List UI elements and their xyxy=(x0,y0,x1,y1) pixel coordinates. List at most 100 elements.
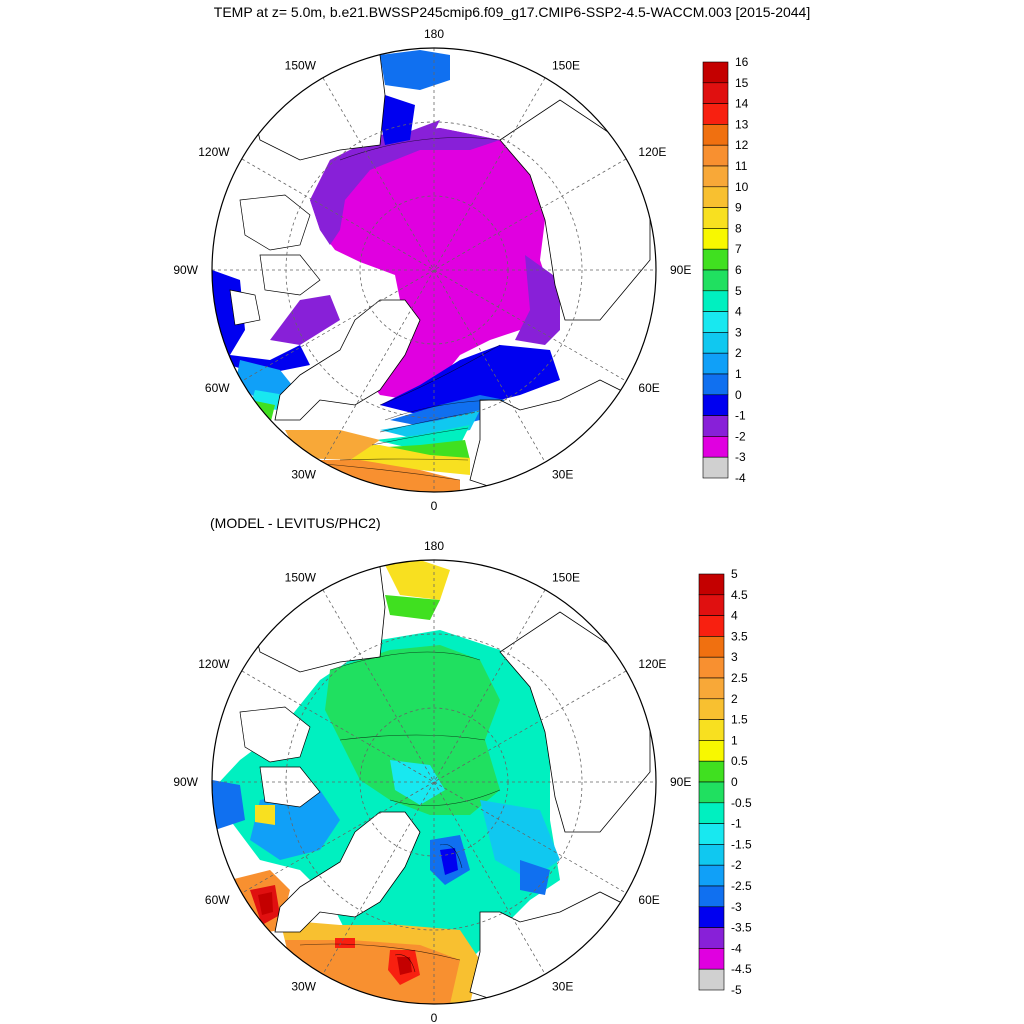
colorbar-tick-label: 1 xyxy=(735,367,742,381)
colorbar-swatch xyxy=(698,802,725,824)
minus-one-zone xyxy=(310,128,500,245)
colorbar-tick-label: 9 xyxy=(735,201,742,215)
colorbar-tick-label: 14 xyxy=(735,97,749,111)
colorbar-swatch xyxy=(698,906,725,928)
colorbar-swatch xyxy=(702,415,729,437)
colorbar-swatch xyxy=(698,968,725,991)
colorbar-tick-label: 5 xyxy=(731,567,738,581)
colorbar-tick-label: 4.5 xyxy=(731,588,748,602)
arctic-ice-region xyxy=(310,128,550,400)
greenland-land-diff xyxy=(274,811,421,933)
longitude-label: 0 xyxy=(431,1011,438,1024)
colorbar-swatch xyxy=(698,823,725,845)
colorbar-swatch xyxy=(698,636,725,658)
colorbar-tick-label: -3 xyxy=(735,450,746,464)
colorbar-swatch xyxy=(698,760,725,783)
diff-map: 180 150E 120E 90E 60E 30E 0 30W 60W 90W 120W 150W 5… xyxy=(173,539,752,1024)
colorbar-tick-label: 0 xyxy=(731,775,738,789)
colorbar-tick-label: -1 xyxy=(731,817,742,831)
colorbar-tick-label: 4 xyxy=(731,609,738,623)
colorbar-tick-label: 2.5 xyxy=(731,671,748,685)
longitude-label: 120E xyxy=(638,145,666,159)
diff-colorbar: 5 4.5 4 3.5 3 2.5 2 1.5 1 0.5 0 -0.5 -1 -1.5 -2 -2.5 -3 -… xyxy=(698,567,752,997)
longitude-label: 150E xyxy=(552,571,580,585)
colorbar-tick-label: 5 xyxy=(735,284,742,298)
longitude-label: 150W xyxy=(285,59,317,73)
colorbar-swatch xyxy=(698,885,725,908)
colorbar-tick-label: -1.5 xyxy=(731,837,752,851)
colorbar-tick-label: 0 xyxy=(735,388,742,402)
colorbar-swatch xyxy=(698,573,725,596)
longitude-label: 120W xyxy=(198,657,230,671)
colorbar-tick-label: -2 xyxy=(735,429,746,443)
colorbar-swatch xyxy=(702,456,729,479)
colorbar-swatch xyxy=(702,82,729,104)
colorbar-swatch xyxy=(702,290,729,312)
colorbar-swatch xyxy=(698,656,725,679)
longitude-label: 60W xyxy=(205,893,230,907)
colorbar-tick-label: -1 xyxy=(735,409,746,423)
colorbar-swatch xyxy=(702,103,729,125)
colorbar-swatch xyxy=(702,207,729,229)
diff-graticule xyxy=(212,560,656,1004)
colorbar-swatch xyxy=(698,844,725,866)
colorbar-tick-label: 3.5 xyxy=(731,629,748,643)
diff-longitude-labels: 180 150E 120E 90E 60E 30E 0 30W 60W 90W 120W 150W xyxy=(173,539,691,1024)
colorbar-tick-label: 2 xyxy=(731,692,738,706)
longitude-label: 180 xyxy=(424,27,444,41)
colorbar-tick-label: 11 xyxy=(735,159,748,173)
colorbar-swatch xyxy=(702,311,729,333)
colorbar-tick-label: 10 xyxy=(735,180,749,194)
longitude-label: 60W xyxy=(205,381,230,395)
longitude-label: 150W xyxy=(285,571,317,585)
colorbar-swatch xyxy=(702,269,729,292)
colorbar-tick-label: 2 xyxy=(735,346,742,360)
colorbar-swatch xyxy=(698,740,725,762)
longitude-label: 120E xyxy=(638,657,666,671)
colorbar-tick-label: -3.5 xyxy=(731,921,752,935)
colorbar-swatch xyxy=(698,948,725,970)
colorbar-tick-label: -4.5 xyxy=(731,962,752,976)
colorbar-swatch xyxy=(702,165,729,188)
colorbar-tick-label: 0.5 xyxy=(731,754,748,768)
longitude-label: 90W xyxy=(173,775,198,789)
longitude-label: 60E xyxy=(638,381,659,395)
colorbar-swatch xyxy=(702,186,729,208)
colorbar-tick-label: -4 xyxy=(731,941,742,955)
colorbar-swatch xyxy=(702,61,729,84)
colorbar-tick-label: 7 xyxy=(735,242,742,256)
colorbar-swatch xyxy=(698,719,725,741)
longitude-label: 30W xyxy=(291,979,316,993)
colorbar-tick-label: 13 xyxy=(735,117,749,131)
longitude-label: 60E xyxy=(638,893,659,907)
colorbar-swatch xyxy=(698,864,725,887)
colorbar-swatch xyxy=(702,144,729,167)
colorbar-swatch xyxy=(702,228,729,250)
longitude-label: 30E xyxy=(552,979,573,993)
colorbar-tick-label: 3 xyxy=(735,325,742,339)
colorbar-swatch xyxy=(702,373,729,396)
colorbar-tick-label: 6 xyxy=(735,263,742,277)
colorbar-tick-label: -5 xyxy=(731,983,742,997)
colorbar-tick-label: 15 xyxy=(735,76,749,90)
colorbar-swatch xyxy=(702,124,729,146)
colorbar-swatch xyxy=(702,436,729,458)
temp-longitude-labels: 180 150E 120E 90E 60E 30E 0 30W 60W 90W 120W 150W xyxy=(173,27,691,513)
diff-map-border xyxy=(211,559,657,1005)
colorbar-tick-label: 1 xyxy=(731,733,738,747)
longitude-label: 0 xyxy=(431,499,438,513)
colorbar-tick-label: 8 xyxy=(735,221,742,235)
colorbar-swatch xyxy=(698,594,725,616)
longitude-label: 30E xyxy=(552,467,573,481)
greenland-land xyxy=(274,299,421,421)
colorbar-tick-label: 1.5 xyxy=(731,713,748,727)
longitude-label: 150E xyxy=(552,59,580,73)
colorbar-swatch xyxy=(698,677,725,700)
longitude-label: 180 xyxy=(424,539,444,553)
longitude-label: 90E xyxy=(670,775,691,789)
colorbar-swatch xyxy=(698,698,725,720)
temp-map-border xyxy=(211,47,657,493)
